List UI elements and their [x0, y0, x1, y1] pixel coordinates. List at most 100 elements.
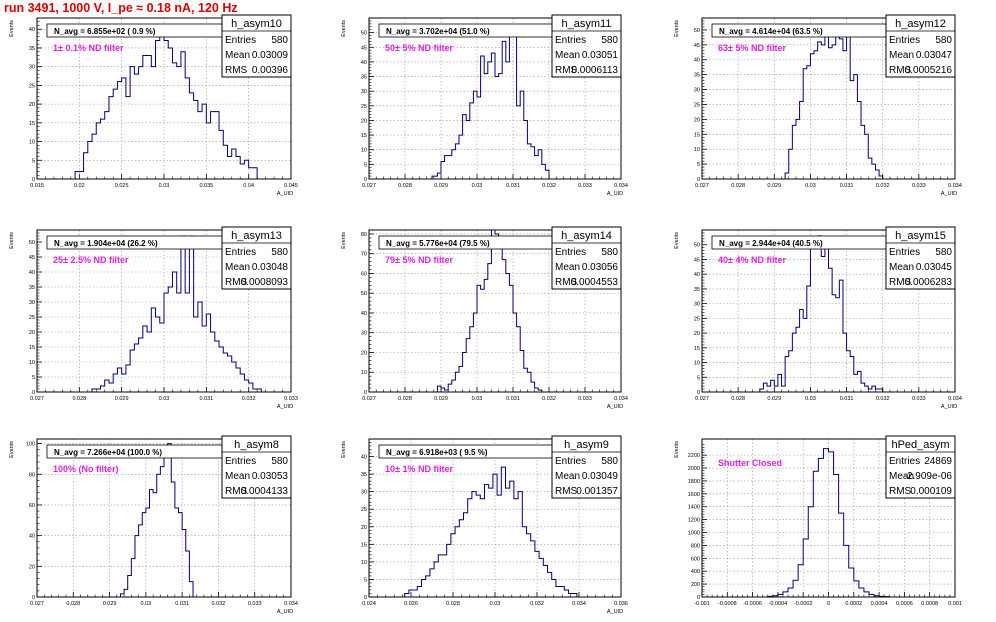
x-tick-label: 0.032	[542, 396, 556, 402]
stats-value-rms: 0.001357	[576, 486, 618, 497]
n-avg-label: N_avg = 4.614e+04 (63.5 %)	[719, 27, 823, 36]
histogram-panel-h_asym9: 0.024 0.026 0.028 0.03 0.032 0.034 0.036 0 5 10 15…	[341, 435, 628, 615]
y-tick-label: 25	[361, 507, 367, 513]
x-tick-label: 0.027	[695, 396, 709, 402]
histogram-name: h_asym14	[561, 230, 612, 242]
y-tick-label: 60	[361, 271, 367, 277]
y-tick-label: 30	[361, 331, 367, 337]
x-tick-label: 0.02	[74, 183, 85, 189]
stats-key-mean: Mean	[889, 471, 914, 482]
y-tick-label: 0	[32, 177, 35, 183]
plot-frame	[368, 17, 622, 180]
plot-frame	[36, 438, 292, 598]
x-tick-label: -0.0006	[743, 601, 762, 607]
stats-key-mean: Mean	[889, 50, 914, 61]
page-title: run 3491, 1000 V, I_pe ≈ 0.18 nA, 120 Hz	[4, 1, 238, 15]
x-tick-label: 0.025	[115, 183, 129, 189]
y-tick-label: 30	[29, 65, 35, 71]
x-tick-label: 0.03	[805, 396, 816, 402]
x-tick-label: -0.0008	[718, 601, 737, 607]
x-tick-label: 0.032	[530, 601, 544, 607]
stats-value-mean: 0.03056	[582, 262, 619, 273]
filter-label: Shutter Closed	[718, 458, 782, 468]
stats-key-entries: Entries	[225, 35, 256, 46]
stats-box	[221, 435, 292, 499]
x-tick-label: 0.03	[159, 396, 170, 402]
stats-key-rms: RMS	[225, 486, 248, 497]
x-tick-label: 0.028	[446, 601, 460, 607]
x-tick-label: 0.034	[572, 601, 586, 607]
y-tick-label: 35	[361, 472, 367, 478]
histogram-name: h_asym15	[895, 230, 946, 242]
y-tick-label: 15	[29, 345, 35, 351]
y-tick-label: 25	[29, 315, 35, 321]
stats-value-rms: 0.00396	[252, 65, 289, 76]
y-axis-label: Events	[9, 232, 15, 249]
histogram-bars	[767, 448, 890, 598]
y-tick-label: 30	[694, 302, 700, 308]
x-tick-label: 0	[827, 601, 830, 607]
stats-key-rms: RMS	[225, 65, 248, 76]
stats-value-rms: 0.0004133	[241, 486, 289, 497]
stats-value-entries: 580	[935, 35, 952, 46]
x-tick-label: -0.0004	[769, 601, 788, 607]
y-tick-label: 5	[364, 577, 367, 583]
y-tick-label: 35	[29, 46, 35, 52]
x-tick-label: 0.032	[542, 183, 556, 189]
stats-key-mean: Mean	[555, 262, 580, 273]
x-tick-label: 0.03	[490, 601, 501, 607]
stats-value-rms: 0.0006113	[571, 65, 618, 76]
n-avg-label: N_avg = 3.702e+04 (51.0 %)	[386, 27, 490, 36]
y-tick-label: 30	[694, 88, 700, 94]
x-tick-label: 0.033	[578, 183, 592, 189]
x-tick-label: 0.033	[912, 183, 926, 189]
histogram-bars	[119, 443, 194, 597]
stats-value-rms: 0.0008093	[241, 277, 289, 288]
histogram-name: h_asym9	[564, 439, 609, 451]
stats-value-mean: 0.03009	[252, 50, 289, 61]
y-tick-label: 2200	[688, 453, 700, 459]
y-tick-label: 40	[694, 58, 700, 64]
y-axis-label: Events	[674, 232, 680, 249]
stats-key-rms: RMS	[555, 486, 578, 497]
x-tick-label: 0.03	[140, 601, 151, 607]
x-tick-label: 0.031	[840, 396, 854, 402]
x-tick-label: 0.031	[506, 183, 520, 189]
y-tick-label: 20	[29, 330, 35, 336]
stats-key-entries: Entries	[555, 247, 586, 258]
x-tick-label: 0.034	[948, 396, 962, 402]
y-tick-label: 15	[361, 133, 367, 139]
y-tick-label: 40	[694, 272, 700, 278]
x-tick-label: 0.026	[404, 601, 418, 607]
y-tick-label: 25	[694, 316, 700, 322]
y-tick-label: 20	[361, 350, 367, 356]
histogram-name: h_asym8	[234, 439, 279, 451]
y-tick-label: 45	[29, 255, 35, 261]
stats-value-mean: 0.03045	[916, 262, 953, 273]
y-tick-label: 20	[361, 525, 367, 531]
x-tick-label: 0.03	[805, 183, 816, 189]
filter-label: 10± 1% ND filter	[385, 464, 453, 474]
x-tick-label: 0.0004	[871, 601, 888, 607]
x-tick-label: 0.024	[362, 601, 376, 607]
stats-box	[885, 226, 956, 290]
y-tick-label: 0	[32, 595, 35, 601]
filter-label: 50± 5% ND filter	[385, 43, 453, 53]
y-tick-label: 25	[29, 83, 35, 89]
n-avg-label: N_avg = 7.266e+04 (100.0 %)	[54, 448, 162, 457]
x-tick-label: 0.029	[434, 396, 448, 402]
stats-key-entries: Entries	[225, 456, 256, 467]
n-avg-label: N_avg = 1.904e+04 (26.2 %)	[54, 239, 158, 248]
stats-value-rms: 0.000109	[910, 486, 952, 497]
y-tick-label: 0	[697, 390, 700, 396]
filter-label: 25± 2.5% ND filter	[53, 255, 129, 265]
histogram-name: h_asym10	[231, 18, 282, 30]
filter-label: 40± 4% ND filter	[718, 255, 786, 265]
y-tick-label: 20	[694, 331, 700, 337]
y-tick-label: 25	[361, 104, 367, 110]
y-tick-label: 50	[29, 240, 35, 246]
x-tick-label: 0.03	[472, 183, 483, 189]
stats-value-mean: 0.03048	[252, 262, 289, 273]
histogram-name: h_asym13	[231, 230, 282, 242]
y-tick-label: 0	[364, 390, 367, 396]
